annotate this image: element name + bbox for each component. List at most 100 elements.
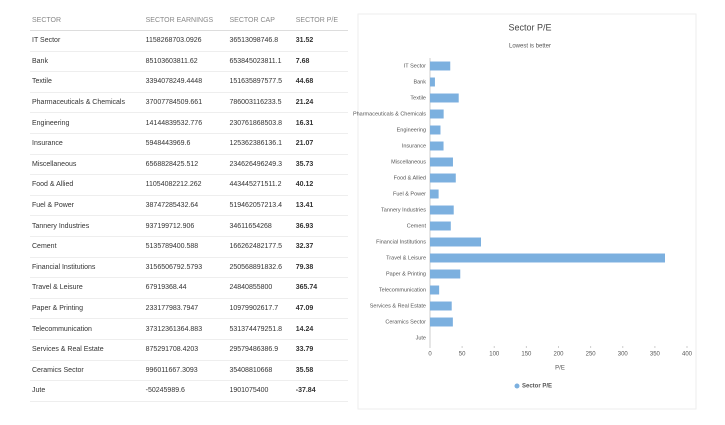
x-axis-label: P/E: [555, 366, 565, 372]
y-tick-label: Cement: [407, 223, 427, 229]
table-cell: 36.93: [293, 215, 348, 237]
table-cell: 5135789400.588: [143, 236, 228, 258]
y-tick-label: IT Sector: [404, 63, 426, 69]
y-tick-label: Insurance: [402, 143, 426, 149]
table-cell: 996011667.3093: [143, 360, 228, 382]
table-row: Financial Institutions 3156506792.5793 250…: [30, 257, 348, 279]
table-cell: 1158268703.0926: [143, 30, 228, 52]
table-cell: 166262482177.5: [227, 236, 294, 258]
table-cell: 653845023811.1: [227, 51, 294, 73]
table-cell: Miscellaneous: [30, 154, 144, 176]
table-cell: 79.38: [293, 257, 348, 279]
x-tick-label: 0: [428, 352, 432, 358]
y-tick-label: Bank: [413, 79, 426, 85]
table-cell: 6568828425.512: [143, 154, 228, 176]
bar: [430, 125, 441, 135]
table-cell: 3156506792.5793: [143, 257, 228, 279]
y-tick-label: Engineering: [397, 127, 426, 133]
table-cell: 33.79: [293, 339, 348, 361]
table-cell: 47.09: [293, 298, 348, 320]
table-row: Telecommunication 37312361364.883 53137447…: [30, 318, 348, 340]
table-row: Ceramics Sector 996011667.3093 35408810668…: [30, 360, 348, 382]
table-row: Textile 3394078249.4448 151635897577.5 44.6…: [30, 71, 348, 93]
x-tick-label: 200: [553, 352, 564, 358]
chart-frame: [357, 13, 697, 410]
table-cell: 230761868503.8: [227, 112, 294, 134]
table-cell: Pharmaceuticals & Chemicals: [30, 92, 144, 114]
y-tick-label: Tannery Industries: [381, 207, 426, 213]
table-cell: 37007784509.661: [143, 92, 228, 114]
table-row: Food & Allied 11054082212.262 443445271511…: [30, 174, 348, 196]
y-tick-label: Miscellaneous: [391, 159, 426, 165]
x-tick-label: 300: [618, 352, 629, 358]
column-header: SECTOR EARNINGS: [143, 10, 228, 31]
table-cell: 531374479251.8: [227, 318, 294, 340]
table-row: Pharmaceuticals & Chemicals 37007784509.6…: [30, 92, 348, 114]
table-cell: 250568891832.6: [227, 257, 294, 279]
table-cell: 37312361364.883: [143, 318, 228, 340]
bar: [430, 205, 454, 215]
table-cell: 14.24: [293, 318, 348, 340]
table-cell: 21.24: [293, 92, 348, 114]
bar: [430, 173, 456, 183]
legend-label: Sector P/E: [522, 384, 552, 390]
table-row: Cement 5135789400.588 166262482177.5 32.37: [30, 236, 348, 258]
table-cell: 40.12: [293, 174, 348, 196]
table-cell: 13.41: [293, 195, 348, 217]
column-header: SECTOR: [30, 10, 144, 31]
bar: [430, 189, 439, 199]
table-cell: Fuel & Power: [30, 195, 144, 217]
bar: [430, 237, 482, 247]
table-cell: Cement: [30, 236, 144, 258]
table-cell: 67919368.44: [143, 277, 228, 299]
bar: [430, 301, 452, 311]
table-cell: Engineering: [30, 112, 144, 134]
table-row: Bank 85103603811.62 653845023811.1 7.68: [30, 51, 348, 73]
table-row: Miscellaneous 6568828425.512 234626496249.…: [30, 154, 348, 176]
y-tick-label: Paper & Printing: [386, 271, 426, 277]
table-cell: 44.68: [293, 71, 348, 93]
table-cell: 16.31: [293, 112, 348, 134]
table-cell: 29579486386.9: [227, 339, 294, 361]
table-cell: 38747285432.64: [143, 195, 228, 217]
table-cell: 85103603811.62: [143, 51, 228, 73]
table-cell: 11054082212.262: [143, 174, 228, 196]
table-cell: 35408810668: [227, 360, 294, 382]
x-tick-label: 400: [682, 352, 693, 358]
table-cell: 21.07: [293, 133, 348, 155]
table-row: Engineering 14144839532.776 230761868503.8…: [30, 112, 348, 134]
table-row: Insurance 5948443969.6 125362386136.1 21.07: [30, 133, 348, 155]
table-cell: IT Sector: [30, 30, 144, 52]
table-cell: 125362386136.1: [227, 133, 294, 155]
table-cell: Telecommunication: [30, 318, 144, 340]
y-tick-label: Textile: [410, 95, 426, 101]
legend-swatch: [514, 383, 520, 389]
table-cell: -37.84: [293, 380, 348, 402]
y-tick-label: Pharmaceuticals & Chemicals: [353, 111, 426, 117]
table-cell: 233177983.7947: [143, 298, 228, 320]
table-cell: Services & Real Estate: [30, 339, 144, 361]
table-cell: 234626496249.3: [227, 154, 294, 176]
table-cell: 3394078249.4448: [143, 71, 228, 93]
bar: [430, 285, 440, 295]
bar: [430, 157, 453, 167]
sector-table: SECTOR SECTOR EARNINGS SECTOR CAP SECTOR P/…: [30, 10, 348, 402]
table-cell: 14144839532.776: [143, 112, 228, 134]
bar: [430, 269, 461, 279]
table-cell: 34611654268: [227, 215, 294, 237]
table-cell: 31.52: [293, 30, 348, 52]
bar: [430, 109, 444, 119]
x-tick-label: 100: [489, 352, 500, 358]
bar: [430, 77, 435, 87]
table-row: Fuel & Power 38747285432.64 519462057213.4…: [30, 195, 348, 217]
table-cell: 937199712.906: [143, 215, 228, 237]
table-cell: 519462057213.4: [227, 195, 294, 217]
y-tick-label: Food & Allied: [394, 175, 426, 181]
x-tick-label: 150: [521, 352, 532, 358]
table-cell: 7.68: [293, 51, 348, 73]
table-cell: 365.74: [293, 277, 348, 299]
table-cell: Textile: [30, 71, 144, 93]
table-cell: 151635897577.5: [227, 71, 294, 93]
